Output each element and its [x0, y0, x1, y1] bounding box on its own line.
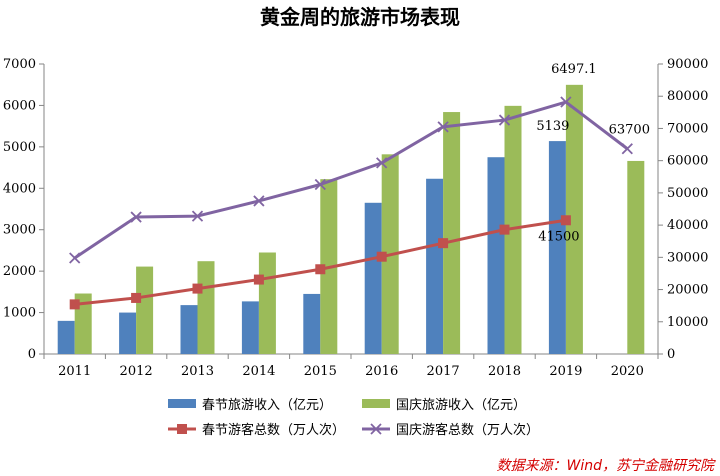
legend-label: 国庆游客总数（万人次） — [396, 422, 539, 438]
national-day-visitors-marker — [253, 195, 265, 207]
national-day-visitors-marker — [498, 114, 511, 126]
legend-item: 春节游客总数（万人次） — [168, 422, 345, 438]
spring-festival-visitors-marker — [438, 238, 449, 249]
national-day-revenue-bar — [136, 266, 154, 354]
national-day-visitors-line — [73, 100, 629, 260]
national-day-revenue-bar — [197, 261, 215, 354]
x-axis-tick-label: 2014 — [242, 364, 275, 379]
legend-item: 春节旅游收入（亿元） — [168, 398, 332, 413]
national-day-revenue-bar — [627, 160, 645, 354]
plot-area: 0100020003000400050006000700001000020000… — [3, 57, 708, 379]
chart-title: 黄金周的旅游市场表现 — [260, 5, 460, 29]
spring-festival-revenue-bar — [548, 141, 566, 354]
right-axis-tick-label: 20000 — [667, 283, 708, 298]
left-axis-tick-label: 5000 — [3, 140, 36, 155]
x-axis-tick-label: 2020 — [611, 364, 644, 379]
legend-marker — [370, 423, 382, 435]
spring-festival-revenue-bar — [57, 320, 75, 354]
x-axis-tick-label: 2011 — [58, 364, 91, 379]
spring-festival-revenue-bar — [487, 157, 505, 354]
legend-label: 春节旅游收入（亿元） — [202, 398, 332, 413]
spring-festival-visitors-marker — [499, 224, 510, 235]
legend: 春节旅游收入（亿元） 国庆旅游收入（亿元） 春节游客总数（万人次） 国庆游客总数（万人… — [168, 398, 539, 438]
data-label: 63700 — [609, 123, 650, 138]
spring-festival-visitors-marker — [192, 283, 203, 294]
spring-festival-revenue-bar — [241, 301, 259, 354]
national-day-revenue-bar — [504, 105, 522, 354]
right-axis-tick-label: 0 — [667, 347, 675, 362]
spring-festival-revenue-bar — [364, 202, 382, 354]
spring-festival-revenue-bar — [119, 312, 137, 354]
right-axis-tick-label: 40000 — [667, 218, 708, 233]
legend-label: 春节游客总数（万人次） — [202, 422, 345, 438]
right-axis-tick-label: 50000 — [667, 186, 708, 201]
national-day-revenue-bar — [443, 112, 461, 354]
spring-festival-visitors-marker — [560, 215, 571, 226]
x-axis-tick-label: 2018 — [488, 364, 521, 379]
left-axis-tick-label: 3000 — [3, 223, 36, 238]
national-day-visitors-marker — [560, 96, 572, 108]
national-day-visitors-marker — [191, 210, 204, 222]
legend-item: 国庆旅游收入（亿元） — [362, 398, 526, 413]
left-axis-tick-label: 1000 — [3, 306, 36, 321]
spring-festival-visitors-marker — [131, 292, 142, 303]
national-day-revenue-bar — [258, 252, 276, 354]
left-axis-tick-label: 7000 — [3, 57, 36, 72]
left-axis-tick-label: 2000 — [3, 264, 36, 279]
left-axis-tick-label: 0 — [28, 347, 36, 362]
right-axis-tick-label: 60000 — [667, 154, 708, 169]
spring-festival-revenue-bar — [180, 305, 198, 354]
spring-festival-revenue-bar — [303, 293, 321, 354]
spring-festival-visitors-marker — [69, 299, 80, 310]
national-day-visitors-marker — [130, 211, 142, 223]
legend-swatch — [168, 399, 196, 408]
x-axis-tick-label: 2013 — [181, 364, 214, 379]
left-axis-tick-label: 6000 — [3, 98, 36, 113]
right-axis-tick-label: 30000 — [667, 250, 708, 265]
national-day-visitors-marker — [621, 143, 633, 155]
x-axis-tick-label: 2015 — [304, 364, 337, 379]
national-day-visitors-marker — [376, 157, 388, 169]
x-axis-tick-label: 2016 — [365, 364, 398, 379]
right-axis-tick-label: 10000 — [667, 315, 708, 330]
x-axis-tick-label: 2017 — [427, 364, 460, 379]
spring-festival-revenue-bar — [426, 178, 444, 354]
legend-swatch — [362, 399, 390, 408]
right-axis-tick-label: 80000 — [667, 89, 708, 104]
national-day-visitors-marker — [314, 178, 326, 191]
data-label: 6497.1 — [551, 62, 597, 77]
legend-marker — [177, 424, 187, 434]
national-day-visitors-marker — [69, 252, 81, 264]
legend-item: 国庆游客总数（万人次） — [362, 422, 539, 438]
right-axis-tick-label: 70000 — [667, 121, 708, 136]
x-axis-tick-label: 2012 — [120, 364, 153, 379]
data-label: 41500 — [538, 229, 579, 244]
national-day-visitors-marker — [437, 121, 449, 133]
x-axis-tick-label: 2019 — [549, 364, 582, 379]
spring-festival-visitors-marker — [253, 274, 264, 285]
national-day-revenue-bar — [565, 84, 583, 355]
source-note: 数据来源：Wind，苏宁金融研究院 — [497, 458, 716, 474]
spring-festival-visitors-marker — [376, 251, 387, 262]
data-label: 5139 — [536, 119, 569, 134]
legend-label: 国庆旅游收入（亿元） — [396, 398, 526, 413]
spring-festival-visitors-marker — [315, 264, 326, 275]
right-axis-tick-label: 90000 — [667, 57, 708, 72]
left-axis-tick-label: 4000 — [3, 181, 36, 196]
